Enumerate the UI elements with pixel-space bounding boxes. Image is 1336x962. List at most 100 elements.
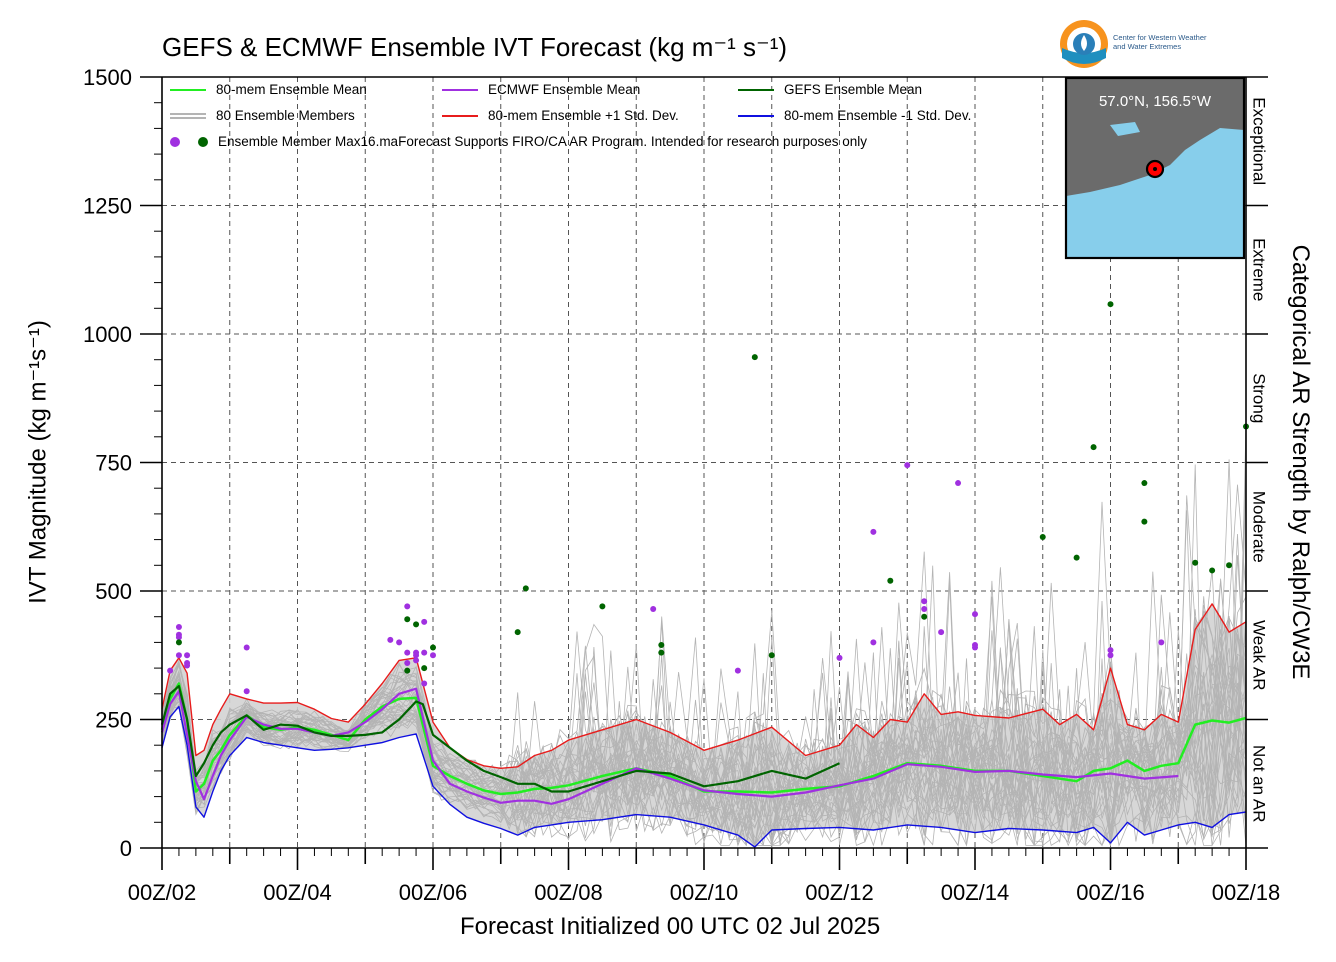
- category-label: Weak AR: [1250, 620, 1269, 691]
- y-tick-label: 250: [95, 708, 132, 733]
- ecmwf-mean-line: [160, 687, 1179, 805]
- ecmwf-max-point: [904, 462, 911, 469]
- legend-item-mean80: 80-mem Ensemble Mean: [170, 82, 367, 97]
- plus-std-line: [161, 603, 1247, 769]
- ecmwf-max-point: [175, 623, 182, 630]
- legend-item-max: Ensemble Member Max16.maForecast Support…: [170, 134, 867, 149]
- legend-item-members: 80 Ensemble Members: [170, 108, 355, 123]
- gefs-max-point: [514, 629, 521, 636]
- legend-swatch: [738, 88, 774, 91]
- category-label: Not an AR: [1250, 745, 1269, 823]
- right-axis-label: Categorical AR Strength by Ralph/CW3E: [1287, 244, 1314, 680]
- gefs-mean-line: [160, 685, 840, 793]
- cw3e-logo-icon: [1060, 20, 1108, 68]
- gefs-max-point: [175, 639, 182, 646]
- legend-dot-ecmwf: [170, 136, 180, 147]
- ecmwf-max-point: [938, 629, 945, 636]
- ecmwf-max-point: [921, 605, 928, 612]
- ecmwf-max-point: [1107, 647, 1114, 654]
- gefs-max-point: [921, 613, 928, 620]
- chart-legend: 80-mem Ensemble Mean ECMWF Ensemble Mean…: [170, 82, 1050, 156]
- ensemble-member-line: [161, 653, 1247, 846]
- y-tick-label: 0: [120, 836, 132, 861]
- y-tick-label: 500: [95, 579, 132, 604]
- ecmwf-max-point: [404, 603, 411, 610]
- ecmwf-max-point: [413, 652, 420, 659]
- ecmwf-max-point: [387, 636, 394, 643]
- x-tick-label: 00Z/10: [670, 880, 739, 905]
- legend-swatch: [738, 114, 774, 117]
- cw3e-logo: Center for Western Weather and Water Ext…: [1058, 18, 1258, 73]
- category-label: Strong: [1250, 373, 1269, 423]
- legend-swatch: [442, 88, 478, 91]
- legend-item-minus-std: 80-mem Ensemble -1 Std. Dev.: [738, 108, 971, 123]
- max-points: [167, 301, 1249, 695]
- gefs-max-point: [1209, 567, 1216, 574]
- legend-swatch: [442, 114, 478, 117]
- mean-lines: [160, 603, 1247, 848]
- gefs-max-point: [887, 577, 894, 584]
- x-axis-label: Forecast Initialized 00 UTC 02 Jul 2025: [460, 913, 881, 940]
- gefs-max-point: [599, 603, 606, 610]
- gefs-max-point: [404, 616, 411, 623]
- ecmwf-max-point: [836, 654, 843, 661]
- x-tick-label: 00Z/04: [263, 880, 332, 905]
- gefs-max-point: [658, 641, 665, 648]
- ecmwf-max-point: [650, 605, 657, 612]
- gefs-max-point: [1192, 559, 1199, 566]
- ecmwf-max-point: [167, 667, 174, 674]
- y-tick-label: 1250: [83, 194, 132, 219]
- ensemble-member-line: [161, 602, 1247, 799]
- category-label: Moderate: [1250, 491, 1269, 563]
- x-tick-label: 00Z/08: [534, 880, 603, 905]
- chart-title: GEFS & ECMWF Ensemble IVT Forecast (kg m…: [162, 32, 788, 62]
- ecmwf-max-point: [184, 652, 191, 659]
- ecmwf-max-point: [396, 639, 403, 646]
- x-tick-label: 00Z/14: [941, 880, 1010, 905]
- legend-swatch: [170, 88, 206, 91]
- ensemble-member-line: [161, 609, 1247, 802]
- legend-swatch: [170, 112, 206, 119]
- gefs-max-point: [522, 585, 529, 592]
- location-marker-center: [1153, 167, 1157, 171]
- ensemble-member-line: [161, 472, 1247, 846]
- y-tick-label: 1500: [83, 65, 132, 90]
- ecmwf-max-point: [184, 662, 191, 669]
- gefs-max-point: [430, 644, 436, 651]
- ecmwf-max-point: [430, 652, 436, 659]
- gefs-max-point: [1107, 301, 1114, 308]
- gefs-max-point: [768, 652, 775, 659]
- minus-std-line: [161, 705, 1247, 848]
- gefs-max-point: [1073, 554, 1080, 561]
- ecmwf-max-point: [243, 688, 250, 695]
- ecmwf-max-point: [955, 480, 962, 487]
- y-tick-label: 750: [95, 451, 132, 476]
- x-tick-label: 00Z/02: [128, 880, 197, 905]
- gefs-max-point: [658, 649, 665, 656]
- gefs-max-point: [1141, 518, 1148, 525]
- ecmwf-max-point: [413, 657, 420, 664]
- ecmwf-max-point: [404, 649, 411, 656]
- axes: 0 250 500 750 1000 1250 1500 00Z/02 00Z/04 00Z/06…: [83, 65, 1280, 905]
- ecmwf-max-point: [421, 618, 428, 625]
- x-tick-label: 00Z/16: [1076, 880, 1145, 905]
- category-label: Extreme: [1250, 238, 1269, 301]
- legend-dot-gefs: [198, 136, 208, 147]
- y-axis-label: IVT Magnitude (kg m⁻¹s⁻¹): [24, 320, 52, 604]
- category-label: Exceptional: [1250, 97, 1269, 185]
- ecmwf-max-point: [404, 659, 411, 666]
- ecmwf-max-point: [972, 611, 978, 618]
- gefs-max-point: [404, 667, 411, 674]
- ecmwf-max-point: [870, 639, 877, 646]
- ecmwf-max-point: [243, 644, 250, 651]
- legend-item-ecmwf: ECMWF Ensemble Mean: [442, 82, 640, 97]
- inset-location-label: 57.0°N, 156.5°W: [1099, 93, 1212, 110]
- ecmwf-max-point: [870, 528, 877, 535]
- ecmwf-max-point: [921, 598, 928, 605]
- logo-text: Center for Western Weather and Water Ext…: [1113, 33, 1207, 51]
- legend-item-gefs: GEFS Ensemble Mean: [738, 82, 922, 97]
- ecmwf-max-point: [175, 652, 182, 659]
- gefs-max-point: [751, 354, 758, 361]
- location-inset-map: 57.0°N, 156.5°W: [1064, 76, 1246, 260]
